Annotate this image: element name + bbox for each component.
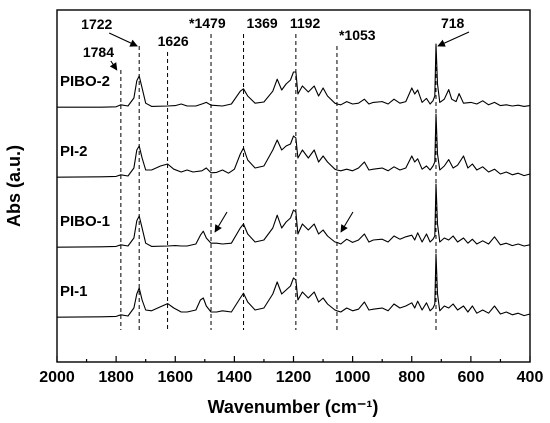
x-tick-label-400: 400 bbox=[517, 369, 544, 386]
peak-label-star-1479: *1479 bbox=[189, 15, 226, 31]
x-axis-title: Wavenumber (cm⁻¹) bbox=[208, 397, 379, 417]
peak-arrow-718 bbox=[437, 31, 470, 47]
spectra bbox=[56, 43, 531, 318]
series-label-pi-2: PI-2 bbox=[60, 143, 88, 160]
series-label-pibo-1: PIBO-1 bbox=[60, 213, 110, 230]
x-tick-label-1800: 1800 bbox=[98, 369, 134, 386]
x-tick-label-600: 600 bbox=[458, 369, 485, 386]
x-tick-label-1200: 1200 bbox=[276, 369, 312, 386]
peak-label-1192: 1192 bbox=[290, 15, 321, 31]
spectrum-line-pibo-2 bbox=[57, 43, 531, 108]
peak-labels: 1784 1722 1626*1479 1369 1192 *1053 718 bbox=[81, 15, 470, 71]
spectrum-line-pi-2 bbox=[56, 113, 531, 178]
spectrum-line-pi-1 bbox=[56, 253, 531, 318]
peak-label-718: 718 bbox=[441, 15, 465, 31]
peak-arrow-1722 bbox=[108, 32, 138, 47]
series-label-pibo-2: PIBO-2 bbox=[60, 73, 110, 90]
x-tick-label-2000: 2000 bbox=[39, 369, 75, 386]
annotation-arrows bbox=[214, 211, 354, 233]
peak-label-1626: 1626 bbox=[158, 33, 189, 49]
series-labels: PIBO-2 PI-2 PIBO-1 PI-1 bbox=[60, 73, 110, 300]
spectrum-line-pibo-1 bbox=[56, 183, 531, 248]
x-axis-ticks: 2000 1800 1600 1400 1200 1000 800 600 400 bbox=[39, 356, 543, 386]
x-tick-label-1600: 1600 bbox=[157, 369, 193, 386]
series-label-pi-1: PI-1 bbox=[60, 283, 88, 300]
annotation-arrow-1 bbox=[214, 211, 228, 233]
y-axis-title: Abs (a.u.) bbox=[4, 145, 24, 227]
annotation-arrow-2 bbox=[340, 211, 354, 233]
peak-arrow-1784 bbox=[109, 60, 118, 71]
peak-label-1784: 1784 bbox=[83, 44, 114, 60]
x-tick-label-1000: 1000 bbox=[335, 369, 371, 386]
peak-label-star-1053: *1053 bbox=[339, 27, 376, 43]
x-tick-label-800: 800 bbox=[398, 369, 425, 386]
peak-label-1369: 1369 bbox=[247, 15, 278, 31]
x-tick-label-1400: 1400 bbox=[217, 369, 253, 386]
peak-label-1722: 1722 bbox=[81, 16, 112, 32]
